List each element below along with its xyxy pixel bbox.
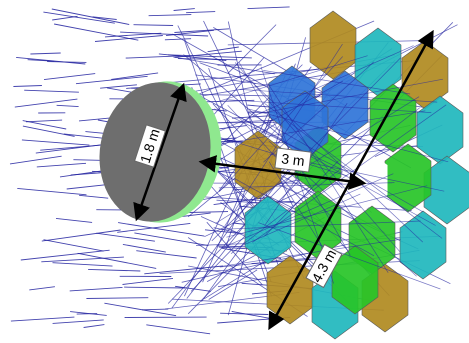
light-ray <box>92 16 117 20</box>
separation-label: 3 m <box>280 150 305 169</box>
light-ray <box>75 75 148 85</box>
light-ray <box>133 24 174 26</box>
light-ray <box>217 316 291 324</box>
light-ray <box>43 73 96 81</box>
light-ray <box>24 89 79 93</box>
light-ray <box>88 268 141 272</box>
light-ray <box>69 286 123 292</box>
light-ray <box>22 125 75 137</box>
light-ray <box>186 11 216 14</box>
light-ray <box>100 84 137 89</box>
light-ray <box>124 286 186 289</box>
primary-mirror <box>210 10 469 340</box>
light-ray <box>173 8 195 11</box>
light-ray <box>77 252 157 269</box>
light-ray <box>118 222 205 237</box>
light-ray <box>134 232 209 247</box>
light-ray <box>13 85 42 87</box>
light-ray <box>94 35 163 42</box>
light-ray <box>117 222 191 233</box>
light-ray <box>52 319 104 324</box>
light-ray <box>56 104 79 108</box>
light-ray <box>35 143 109 154</box>
secondary-diameter-label-box <box>133 124 167 168</box>
light-ray <box>41 256 124 263</box>
light-ray <box>29 286 55 291</box>
light-ray <box>70 311 107 316</box>
light-ray <box>30 52 61 55</box>
light-ray <box>104 302 177 317</box>
light-ray <box>177 58 238 61</box>
light-ray <box>43 11 115 24</box>
light-ray <box>83 324 105 328</box>
light-ray <box>175 285 211 292</box>
light-ray <box>47 61 87 63</box>
light-ray <box>206 221 263 286</box>
separation-label-group: 3 m <box>274 147 312 173</box>
light-ray <box>125 55 180 59</box>
light-ray <box>86 297 149 299</box>
secondary-diameter-arrow <box>133 82 187 222</box>
light-ray <box>120 31 209 37</box>
light-ray <box>148 14 192 17</box>
light-ray <box>208 269 258 300</box>
light-ray <box>79 194 109 199</box>
light-ray <box>73 159 100 161</box>
primary-diameter-arrow <box>268 29 434 331</box>
light-ray <box>10 316 75 322</box>
primary-mirror-segment <box>399 210 447 280</box>
light-ray <box>189 211 229 213</box>
light-ray <box>168 54 252 59</box>
light-ray <box>164 38 192 41</box>
light-ray <box>111 72 159 80</box>
light-ray <box>17 187 87 196</box>
primary-diameter-label-box <box>305 243 343 289</box>
light-ray <box>25 119 63 123</box>
light-ray <box>9 155 62 165</box>
separation-label-box <box>274 147 312 173</box>
light-ray <box>14 98 78 108</box>
light-ray <box>227 24 277 74</box>
light-ray <box>144 265 223 275</box>
light-ray <box>213 196 271 206</box>
light-ray <box>207 46 239 53</box>
light-ray <box>136 250 197 259</box>
light-ray <box>51 8 130 25</box>
light-ray <box>55 217 93 223</box>
light-ray <box>122 243 166 253</box>
light-ray <box>146 324 211 335</box>
light-ray <box>54 23 139 41</box>
light-ray <box>36 162 87 168</box>
light-ray <box>141 308 169 311</box>
light-ray <box>122 277 174 285</box>
light-ray <box>199 62 256 85</box>
light-ray <box>174 28 230 33</box>
light-ray <box>20 249 110 261</box>
light-ray <box>27 59 55 62</box>
light-ray <box>96 232 155 242</box>
light-ray <box>43 239 104 252</box>
light-ray <box>52 262 113 267</box>
light-ray <box>247 6 290 10</box>
light-ray <box>41 229 121 242</box>
light-ray <box>21 139 90 146</box>
light-ray <box>22 120 67 130</box>
light-ray <box>220 312 269 315</box>
light-ray <box>204 229 239 234</box>
light-ray <box>104 32 162 38</box>
